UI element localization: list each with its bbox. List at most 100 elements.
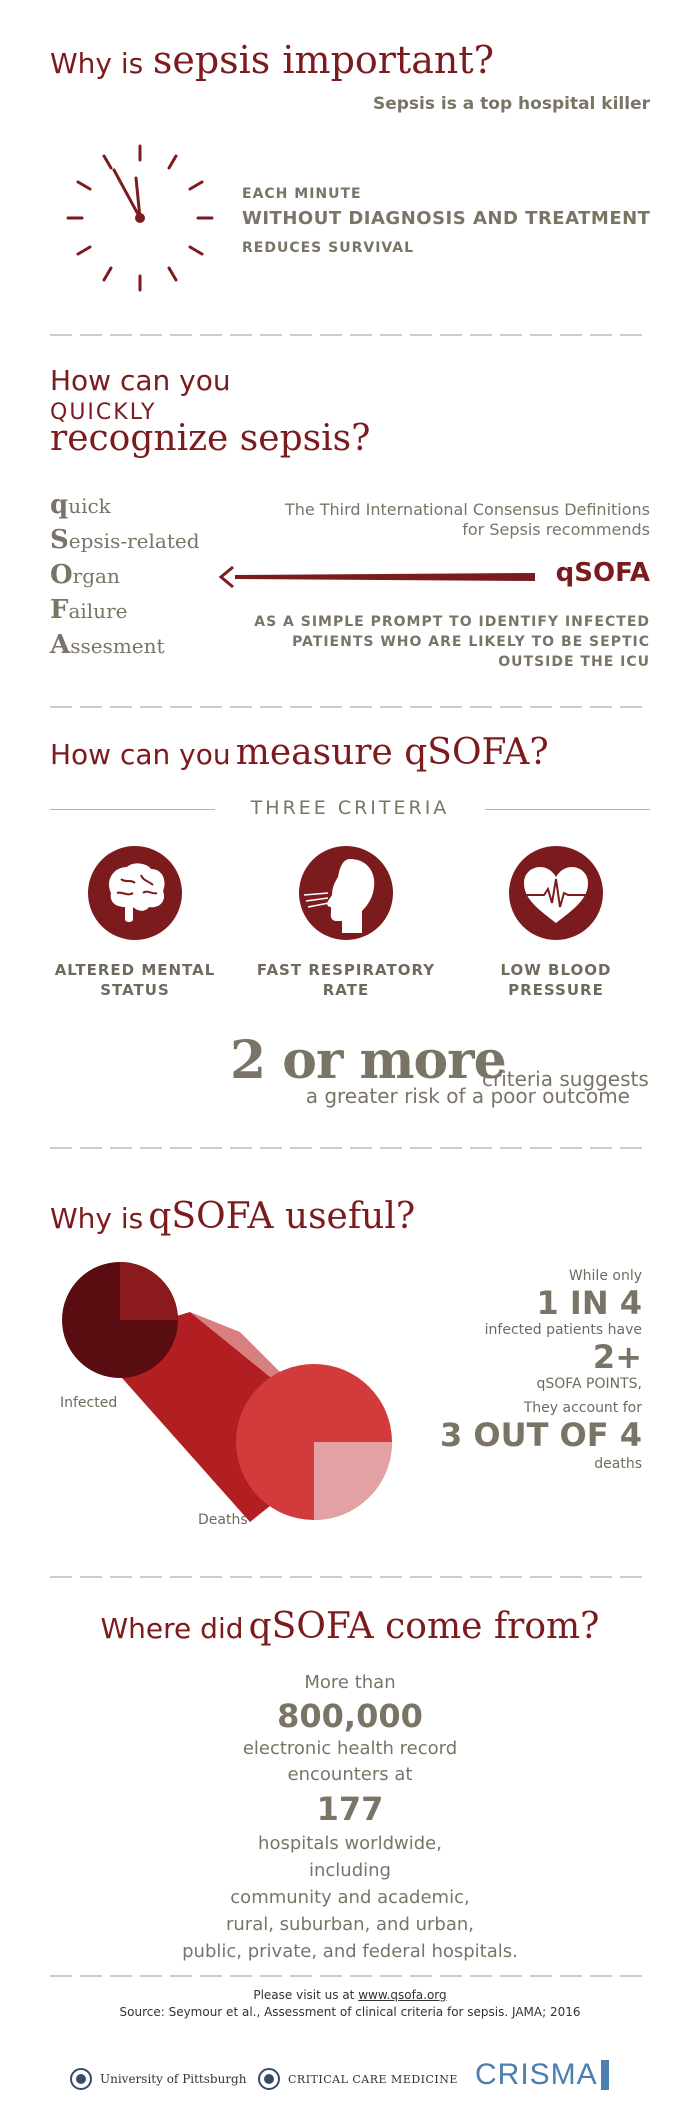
each-minute-text: EACH MINUTE (242, 186, 362, 202)
criterion-label-respiratory: FAST RESPIRATORY RATE (251, 960, 441, 1000)
criteria-rule-right (485, 809, 650, 810)
source-line: Source: Seymour et al., Assessment of cl… (119, 2005, 581, 2019)
acronym-sepsis: Sepsis-related (50, 525, 200, 555)
deaths-other-slice (314, 1442, 392, 1520)
infected-2plus-slice (120, 1262, 178, 1320)
brain-icon (88, 846, 182, 940)
recognize-sepsis-title: recognize sepsis? (50, 418, 371, 459)
criterion-label-pressure: LOW BLOOD PRESSURE (461, 960, 651, 1000)
consensus-line-2: for Sepsis recommends (462, 520, 650, 539)
encounters-count: 800,000 (277, 1697, 423, 1735)
clock-icon (66, 144, 214, 292)
title-prefix: Where did (100, 1612, 244, 1645)
criterion-line-2: STATUS (100, 981, 170, 999)
acronym-assesment: Assesment (50, 630, 165, 660)
section-3-title: How can you measure qSOFA? (50, 732, 549, 773)
title-main: qSOFA come from? (248, 1606, 600, 1647)
divider-2 (50, 706, 650, 708)
acronym-rest: epsis-related (68, 529, 200, 553)
title-main: sepsis important? (152, 38, 494, 82)
visit-line: Please visit us at www.qsofa.org (0, 1988, 700, 2002)
ccm-seal-icon (258, 2068, 280, 2090)
stat-3-out-of-4: 3 OUT OF 4 (439, 1416, 642, 1454)
logo-crisma: CRISMA (475, 2058, 609, 2092)
divider-3 (50, 1147, 650, 1149)
public-private-text: public, private, and federal hospitals. (182, 1941, 518, 1962)
acronym-letter: S (50, 525, 69, 555)
title-prefix: How can you (50, 738, 231, 771)
acronym-rest: rgan (72, 564, 120, 588)
acronym-quick: quick (50, 490, 111, 520)
prompt-line-2: PATIENTS WHO ARE LIKELY TO BE SEPTIC (292, 634, 650, 650)
reduces-survival-text: REDUCES SURVIVAL (242, 240, 415, 256)
two-or-more-text: 2 or more (230, 1030, 507, 1091)
breathing-head-icon (299, 846, 393, 940)
quickly-text: QUICKLY (50, 400, 157, 425)
title-main: qSOFA useful? (148, 1196, 416, 1237)
section-1-title: Why is sepsis important? (50, 38, 494, 82)
crisma-text: CRISMA (475, 2058, 598, 2091)
label-infected: Infected (60, 1395, 118, 1411)
encounters-at-text: encounters at (287, 1764, 413, 1785)
title-prefix: Why is (50, 47, 144, 80)
acronym-rest: ailure (68, 599, 128, 623)
greater-risk-text: a greater risk of a poor outcome (305, 1084, 630, 1108)
heart-pulse-icon (509, 846, 603, 940)
logo-ccm: CRITICAL CARE MEDICINE (258, 2068, 458, 2090)
origin-block: More than 800,000 electronic health reco… (0, 1670, 700, 1965)
criterion-line-1: ALTERED MENTAL (54, 961, 216, 979)
stat-infected-have: infected patients have (484, 1322, 642, 1338)
qsofa-label: qSOFA (555, 558, 650, 588)
acronym-letter: F (50, 595, 69, 625)
more-than-text: More than (304, 1672, 396, 1693)
title-prefix: Why is (50, 1202, 144, 1235)
acronym-organ: Organ (50, 560, 120, 590)
acronym-letter: q (50, 490, 69, 520)
stat-while-only: While only (568, 1268, 642, 1284)
acronym-rest: uick (68, 494, 111, 518)
visit-text: Please visit us at (253, 1988, 355, 2002)
criterion-line-1: LOW BLOOD (500, 961, 612, 979)
rural-suburban-text: rural, suburban, and urban, (226, 1914, 474, 1935)
how-can-you-text: How can you (50, 364, 231, 397)
hospitals-worldwide-text: hospitals worldwide, (258, 1833, 442, 1854)
label-deaths: Deaths (198, 1512, 248, 1528)
acronym-letter: O (50, 560, 73, 590)
hospitals-count: 177 (316, 1790, 384, 1828)
acronym-letter: A (50, 630, 71, 660)
pitt-seal-icon (70, 2068, 92, 2090)
including-text: including (309, 1860, 391, 1881)
prompt-line-3: OUTSIDE THE ICU (498, 654, 650, 670)
acronym-rest: ssesment (70, 634, 165, 658)
ehr-text: electronic health record (242, 1738, 458, 1759)
stat-1-in-4: 1 IN 4 (536, 1284, 643, 1322)
divider-1 (50, 334, 650, 336)
title-main: measure qSOFA? (235, 732, 549, 773)
criterion-line-1: FAST RESPIRATORY (256, 961, 436, 979)
stat-account-for: They account for (523, 1400, 642, 1416)
ccm-text: CRITICAL CARE MEDICINE (288, 2072, 458, 2086)
section-4-title: Why is qSOFA useful? (50, 1196, 415, 1237)
stat-qsofa-points: qSOFA POINTS, (536, 1376, 642, 1392)
without-diagnosis-text: WITHOUT DIAGNOSIS AND TREATMENT (242, 208, 651, 229)
stat-2-plus: 2+ (592, 1338, 642, 1376)
logo-pittsburgh: University of Pittsburgh (70, 2068, 246, 2090)
criteria-rule-left (50, 809, 215, 810)
criteria-suggests-text: criteria suggests (482, 1067, 649, 1091)
criterion-line-2: RATE (322, 981, 370, 999)
section-5-title: Where did qSOFA come from? (0, 1606, 700, 1647)
arrow-left-icon (218, 565, 535, 589)
infected-deaths-diagram (62, 1262, 392, 1522)
qsofa-link[interactable]: www.qsofa.org (358, 1988, 447, 2002)
criterion-label-mental: ALTERED MENTAL STATUS (40, 960, 230, 1000)
section-1-subtitle: Sepsis is a top hospital killer (372, 94, 650, 114)
acronym-failure: Failure (50, 595, 127, 625)
prompt-line-1: AS A SIMPLE PROMPT TO IDENTIFY INFECTED (254, 614, 650, 630)
criterion-line-2: PRESSURE (508, 981, 604, 999)
community-academic-text: community and academic, (230, 1887, 470, 1908)
consensus-line-1: The Third International Consensus Defini… (284, 500, 650, 519)
divider-5 (50, 1975, 650, 1977)
divider-4 (50, 1576, 650, 1578)
stat-deaths: deaths (594, 1456, 642, 1472)
crisma-bar (600, 2060, 609, 2090)
